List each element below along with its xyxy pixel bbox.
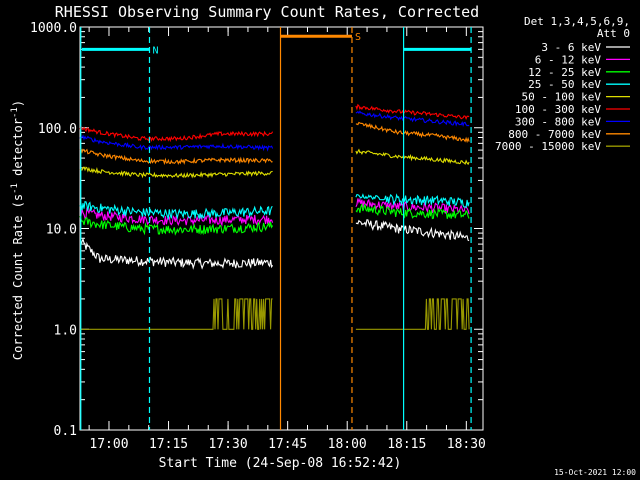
legend-label: 12 - 25 keV <box>528 66 601 79</box>
series-line <box>355 148 470 166</box>
legend-label: 300 - 800 keV <box>515 115 601 128</box>
legend-subheader: Att 0 <box>597 27 630 40</box>
footer-date: 15-Oct-2021 12:00 <box>554 468 636 477</box>
series-line <box>355 219 470 242</box>
series-line <box>79 237 274 270</box>
series-line <box>355 202 470 220</box>
legend-label: 7000 - 15000 keV <box>495 140 601 153</box>
x-tick-label: 17:30 <box>209 437 248 452</box>
x-tick-label: 18:30 <box>447 437 486 452</box>
y-tick-label: 100.0 <box>38 122 77 137</box>
x-axis: 17:00 17:15 17:30 17:45 18:00 18:15 18:30 <box>88 27 486 452</box>
y-axis-label: Corrected Count Rate (s-1 detector-1) <box>10 100 25 360</box>
annotation-label: N <box>152 45 158 56</box>
annotation-label: S <box>355 32 361 43</box>
legend-label: 3 - 6 keV <box>541 41 601 54</box>
series-line <box>79 124 274 143</box>
series-line <box>355 121 470 144</box>
annotations: NS <box>80 27 472 430</box>
series-line <box>355 193 470 209</box>
y-tick-label: 1000.0 <box>30 21 77 36</box>
legend-label: 800 - 7000 keV <box>508 128 601 141</box>
series-line <box>355 110 470 127</box>
legend-header: Det 1,3,4,5,6,9, <box>524 15 630 28</box>
legend-label: 100 - 300 keV <box>515 103 601 116</box>
x-tick-label: 17:00 <box>89 437 128 452</box>
y-axis: 0.1 1.0 10.0 100.0 1000.0 <box>30 21 483 439</box>
legend-label: 25 - 50 keV <box>528 78 601 91</box>
x-tick-label: 18:00 <box>328 437 367 452</box>
series-line <box>355 298 470 330</box>
x-tick-label: 17:15 <box>149 437 188 452</box>
series-layer <box>79 103 470 330</box>
y-tick-label: 0.1 <box>54 424 77 439</box>
series-line <box>80 298 273 330</box>
legend-label: 6 - 12 keV <box>535 53 602 66</box>
chart-title: RHESSI Observing Summary Count Rates, Co… <box>55 3 479 21</box>
series-line <box>355 103 470 121</box>
x-axis-label: Start Time (24-Sep-08 16:52:42) <box>159 456 402 471</box>
x-tick-label: 17:45 <box>268 437 307 452</box>
x-tick-label: 18:15 <box>387 437 426 452</box>
series-line <box>79 166 273 179</box>
series-line <box>79 215 274 236</box>
series-line <box>79 148 273 166</box>
y-tick-label: 1.0 <box>54 323 77 338</box>
legend-label: 50 - 100 keV <box>522 91 602 104</box>
series-line <box>79 207 274 227</box>
y-tick-label: 10.0 <box>46 223 77 238</box>
series-line <box>79 201 273 221</box>
series-line <box>79 134 274 152</box>
